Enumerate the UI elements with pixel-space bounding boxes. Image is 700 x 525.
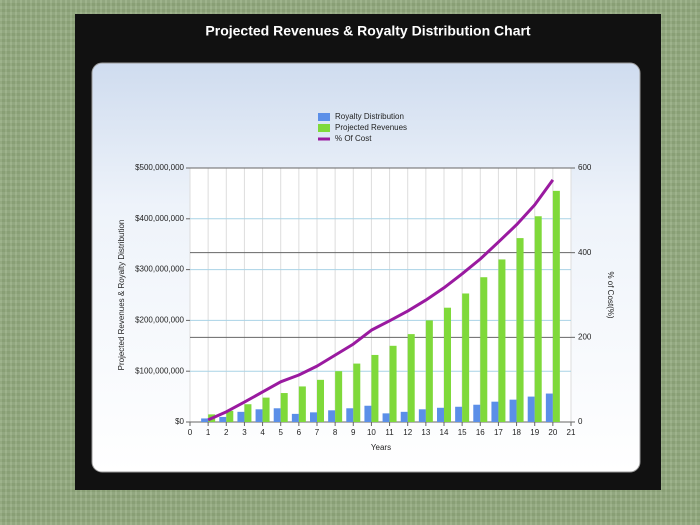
x-tick-label: 1 [206,428,211,437]
bar [534,216,542,422]
bar [527,396,535,422]
x-tick-label: 6 [297,428,302,437]
bar [418,409,426,422]
bar [462,293,470,422]
bar [346,408,354,422]
x-tick-label: 3 [242,428,247,437]
bar [552,190,560,422]
bar [317,379,324,422]
x-tick-label: 12 [403,428,412,437]
bar [328,410,336,422]
bar [237,411,245,422]
bar [382,413,390,422]
bar [516,238,524,422]
bar [364,405,372,422]
x-tick-label: 7 [315,428,320,437]
bar [310,412,317,422]
bar [255,409,263,422]
bar [400,411,408,422]
x-tick-label: 8 [333,428,338,437]
bar [262,397,270,422]
legend-swatch [318,124,330,132]
bar [491,401,499,422]
bar [280,393,288,422]
bar [226,410,234,422]
line [207,178,555,422]
x-axis-title: Years [371,443,391,452]
bar [335,371,343,422]
x-tick-label: 17 [494,428,503,437]
legend-label: Projected Revenues [335,123,407,132]
y-tick-label: $400,000,000 [135,214,184,223]
x-tick-label: 20 [548,428,557,437]
bar [473,404,481,422]
bar [444,307,451,422]
bar [353,363,361,422]
bar [389,345,397,422]
x-tick-label: 11 [385,428,394,437]
bar [371,354,379,422]
y-tick-label: $200,000,000 [135,316,184,325]
x-tick-label: 15 [458,428,467,437]
legend-swatch [318,113,330,121]
x-tick-label: 13 [421,428,430,437]
legend-label: Royalty Distribution [335,112,404,121]
y-tick-label: $500,000,000 [135,163,184,172]
bar [244,404,252,422]
bar [425,320,433,422]
x-tick-label: 5 [278,428,283,437]
y-tick-label: $0 [175,417,184,426]
y2-tick-label: 600 [578,163,592,172]
bar [437,407,444,422]
chart-title: Projected Revenues & Royalty Distributio… [205,23,531,39]
bar [291,413,299,422]
x-tick-label: 19 [530,428,539,437]
legend-label: % Of Cost [335,134,372,143]
bar [407,334,415,422]
bar [509,399,517,422]
y-axis-title: Projected Revenues & Royalty Distributio… [117,220,126,371]
x-tick-label: 18 [512,428,521,437]
bar [298,386,306,422]
x-tick-label: 2 [224,428,229,437]
x-tick-label: 4 [260,428,265,437]
y2-tick-label: 400 [578,248,592,257]
bar [455,406,463,422]
y-tick-label: $300,000,000 [135,265,184,274]
x-tick-label: 14 [440,428,449,437]
bar [273,408,281,422]
plot-area [189,167,572,423]
x-tick-label: 10 [367,428,376,437]
y-tick-label: $100,000,000 [135,366,184,375]
x-tick-label: 16 [476,428,485,437]
bar [219,416,227,422]
y2-tick-label: 200 [578,332,592,341]
bar [201,418,209,422]
y2-tick-label: 0 [578,417,583,426]
bar [480,277,488,422]
x-tick-label: 0 [188,428,193,437]
x-tick-label: 9 [351,428,356,437]
bar [545,393,553,422]
x-tick-label: 21 [567,428,576,437]
bar [498,259,506,422]
y2-axis-title: % of Cost(%) [606,271,615,318]
